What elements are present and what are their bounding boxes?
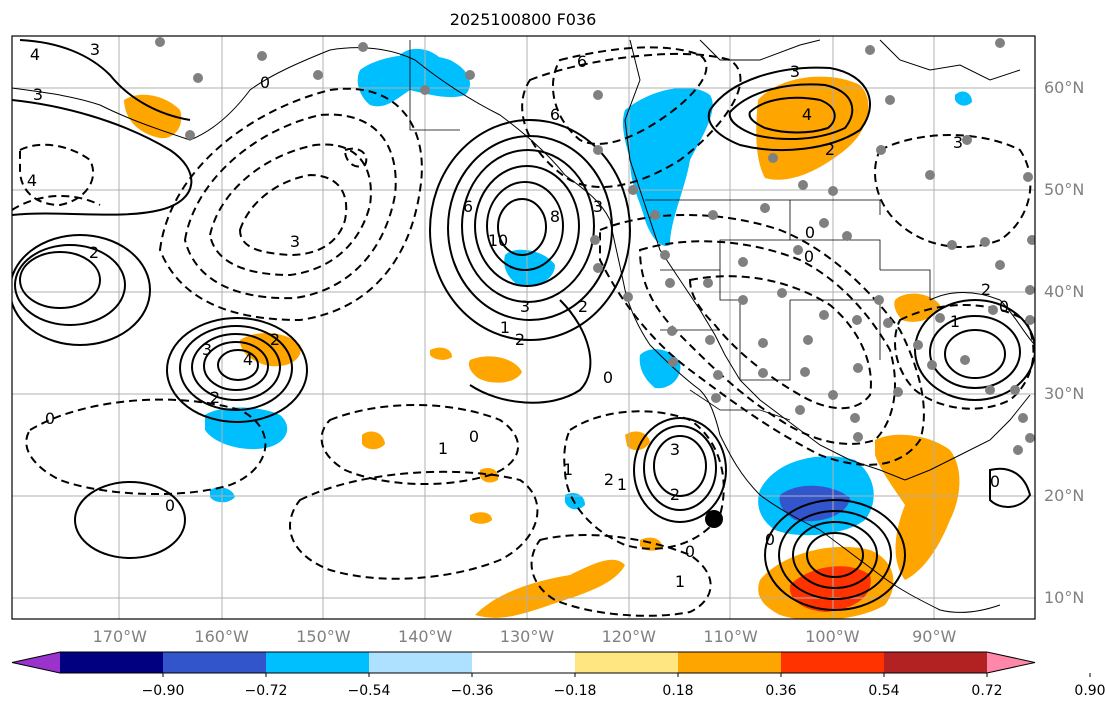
shaded-fields <box>124 48 972 619</box>
contour-label: 0 <box>805 223 815 242</box>
contour-label: 0 <box>469 427 479 446</box>
contour-label: 3 <box>520 297 530 316</box>
colorbar-tick-label: 0.18 <box>662 683 694 699</box>
contour-label: 1 <box>950 312 960 331</box>
colorbar-tick-label: 0.54 <box>868 683 900 699</box>
contour-label: 4 <box>27 171 37 190</box>
contour-label: 2 <box>825 140 835 159</box>
contour-label: 2 <box>89 243 99 262</box>
storm-center-marker <box>705 510 723 528</box>
colorbar-bin <box>163 652 267 673</box>
solid-contours <box>12 39 1035 611</box>
lat-tick-label: 10°N <box>1044 588 1085 607</box>
lon-tick-label: 160°W <box>194 627 249 646</box>
lat-tick-label: 50°N <box>1044 180 1085 199</box>
map-title: 2025100800 F036 <box>449 10 597 29</box>
contour-label: 8 <box>550 207 560 226</box>
contour-label: 0 <box>990 472 1000 491</box>
contour-label: 3 <box>90 40 100 59</box>
colorbar-bin <box>575 652 679 673</box>
contour-label: 0 <box>804 247 814 266</box>
contour-label: 1 <box>563 460 573 479</box>
lat-tick-label: 20°N <box>1044 486 1085 505</box>
graticule <box>12 36 1035 619</box>
contour-label: 2 <box>981 280 991 299</box>
contour-label: 2 <box>270 330 280 349</box>
colorbar-tick-label: −0.54 <box>347 683 391 699</box>
contour-label: 6 <box>550 105 560 124</box>
lon-tick-label: 140°W <box>398 627 453 646</box>
lat-tick-label: 30°N <box>1044 384 1085 403</box>
colorbar-bin <box>781 652 885 673</box>
contour-label: 6 <box>463 197 473 216</box>
colorbar-tick-label: −0.72 <box>244 683 288 699</box>
colorbar-extend-low <box>12 652 60 673</box>
colorbar-bin <box>60 652 164 673</box>
contour-label: 0 <box>765 530 775 549</box>
contour-label: 1 <box>500 318 510 337</box>
contour-label: 6 <box>577 52 587 71</box>
lon-tick-label: 90°W <box>912 627 957 646</box>
dashed-contours <box>12 46 1035 617</box>
contour-label: 0 <box>260 73 270 92</box>
plot-frame <box>11 35 1036 620</box>
colorbar-tick-label: −0.18 <box>553 683 597 699</box>
station-markers <box>155 37 1035 455</box>
contour-label: 4 <box>30 45 40 64</box>
lat-tick-label: 40°N <box>1044 282 1085 301</box>
contour-label: 4 <box>802 105 812 124</box>
colorbar-tick-label: 0.72 <box>971 683 1003 699</box>
contour-label: 0 <box>999 297 1009 316</box>
lon-tick-label: 170°W <box>92 627 147 646</box>
contour-label: 3 <box>953 133 963 152</box>
lon-tick-label: 110°W <box>703 627 758 646</box>
colorbar-bin <box>472 652 576 673</box>
lon-tick-label: 120°W <box>601 627 656 646</box>
colorbar-tick-label: 0.36 <box>765 683 797 699</box>
colorbar-extend-high <box>987 652 1035 673</box>
contour-label: 0 <box>165 496 175 515</box>
colorbar-bin <box>678 652 782 673</box>
contour-label: 2 <box>210 388 220 407</box>
contour-label: 3 <box>593 197 603 216</box>
colorbar-bin <box>369 652 473 673</box>
contour-label: 2 <box>670 485 680 504</box>
colorbar-tick-label: 0.90 <box>1074 683 1105 699</box>
colorbar-bin <box>884 652 988 673</box>
contour-label: 10 <box>488 231 508 250</box>
lon-tick-label: 150°W <box>296 627 351 646</box>
contour-label: 0 <box>603 368 613 387</box>
contour-label: 1 <box>675 572 685 591</box>
contour-label: 0 <box>45 409 55 428</box>
contour-label: 1 <box>617 475 627 494</box>
contour-label: 3 <box>202 340 212 359</box>
colorbar-outline <box>11 651 1036 674</box>
contour-label: 1 <box>438 439 448 458</box>
contour-label: 3 <box>790 62 800 81</box>
contour-label: 3 <box>33 85 43 104</box>
contour-label: 3 <box>290 232 300 251</box>
lon-tick-label: 130°W <box>499 627 555 646</box>
coastlines <box>12 39 1035 613</box>
contour-label: 4 <box>243 350 253 369</box>
colorbar-tick-label: −0.90 <box>141 683 185 699</box>
colorbar-tick-label: −0.36 <box>450 683 494 699</box>
colorbar-bin <box>266 652 370 673</box>
contour-label: 3 <box>670 440 680 459</box>
contour-label: 2 <box>578 297 588 316</box>
contour-label: 2 <box>604 470 614 489</box>
contour-label: 0 <box>685 542 695 561</box>
lat-tick-label: 60°N <box>1044 78 1085 97</box>
contour-label: 2 <box>515 330 525 349</box>
lon-tick-label: 100°W <box>805 627 860 646</box>
